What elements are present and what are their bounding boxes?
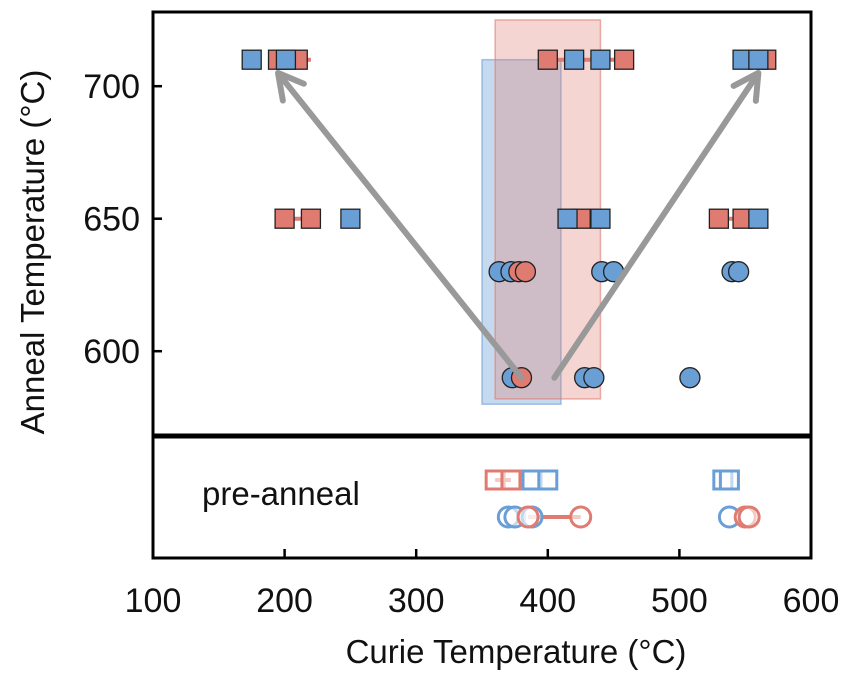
data-point-square-blue [748,208,769,229]
data-point-square-blue [748,49,769,70]
pre-anneal-square-blue [537,469,559,491]
pre-anneal-circle-red [516,505,540,529]
y-tick-label: 650 [83,201,140,239]
data-point-square-red [274,208,295,229]
data-point-square-blue [275,49,297,70]
trend-arrow-shaft [277,73,525,381]
pre-anneal-circle-red [737,505,761,529]
trend-arrow-head [730,69,762,104]
x-tick-label: 400 [519,582,576,620]
y-axis-title: Anneal Temperature (°C) [14,70,51,435]
data-point-square-blue [241,49,262,70]
x-tick-label: 100 [125,582,182,620]
data-point-square-blue [563,49,585,70]
data-point-circle-blue [583,367,605,389]
trend-arrow-head [275,69,307,104]
pre-anneal-square-red [500,469,522,491]
data-point-square-blue [557,208,578,229]
data-point-square-red [300,208,322,229]
data-point-square-blue [590,49,611,70]
data-point-square-red [613,49,635,70]
pre-anneal-label: pre-anneal [202,475,360,512]
x-tick-label: 500 [651,582,708,620]
x-tick-label: 600 [783,582,840,620]
axis-ticks: 100 200 300 400 500 600 600 650 700 [83,68,839,620]
data-point-square-blue [340,208,361,229]
data-point-circle-blue [727,261,750,283]
y-tick-label: 600 [83,333,140,371]
pre-anneal-square-blue [718,469,740,491]
x-axis-title: Curie Temperature (°C) [346,633,687,670]
x-tick-label: 300 [388,582,445,620]
trend-arrows [275,69,762,381]
data-point-circle-red [514,261,537,283]
trend-arrow-shaft [551,73,760,381]
data-point-circle-blue [679,367,701,389]
data-point-square-red [708,208,730,229]
x-tick-label: 200 [256,582,313,620]
data-markers [241,49,777,529]
pre-anneal-circle-red [569,505,593,529]
y-tick-label: 700 [83,68,140,106]
data-point-square-blue [590,208,611,229]
data-point-square-red [537,49,558,70]
